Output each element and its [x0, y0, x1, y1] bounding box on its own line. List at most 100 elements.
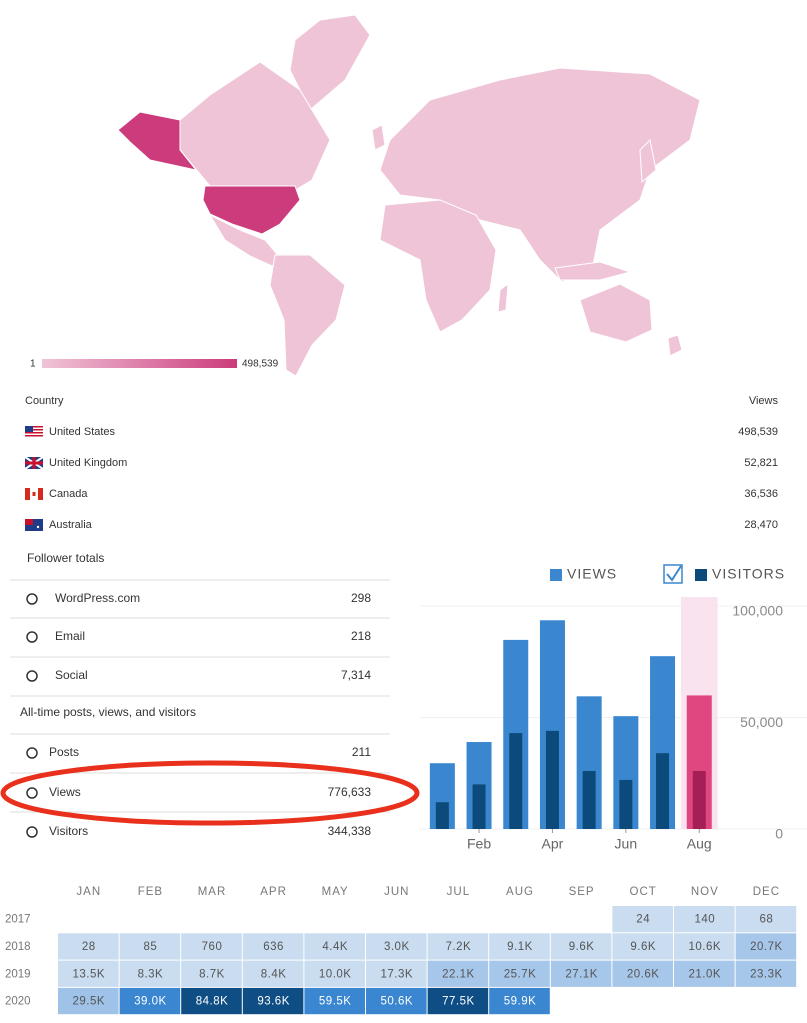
row-icon — [26, 593, 38, 605]
month-label: MAY — [322, 886, 349, 898]
country-name: Canada — [49, 488, 88, 500]
country-views: 498,539 — [738, 426, 778, 438]
legend-max: 498,539 — [242, 359, 279, 370]
heat-value: 10.0K — [319, 968, 352, 980]
country-views: 52,821 — [744, 457, 778, 469]
country-name: United States — [49, 426, 116, 438]
country-views: 36,536 — [744, 488, 778, 500]
row-value: 776,633 — [328, 785, 372, 799]
month-label: FEB — [138, 886, 163, 898]
heat-cell — [427, 933, 489, 960]
world-map — [117, 14, 701, 377]
heat-cell — [489, 987, 550, 1015]
header-views: Views — [749, 395, 779, 407]
visitors-bar[interactable] — [435, 802, 449, 829]
visitors-bar[interactable] — [619, 779, 633, 829]
heat-cell — [735, 960, 797, 987]
africa — [379, 199, 497, 333]
heat-cell — [242, 933, 304, 960]
heat-cell — [550, 933, 612, 960]
heat-cell — [119, 933, 181, 960]
heat-value: 13.5K — [73, 968, 106, 980]
heat-value: 7.2K — [446, 941, 472, 953]
row-icon — [26, 787, 38, 799]
heat-value: 3.0K — [384, 941, 410, 953]
heat-cell — [612, 960, 673, 987]
row-label: Visitors — [49, 824, 88, 838]
heat-value: 28 — [82, 941, 96, 953]
header-country: Country — [25, 395, 64, 407]
heat-value: 636 — [263, 941, 284, 953]
month-label: DEC — [753, 886, 780, 898]
month-label: MAR — [198, 886, 227, 898]
row-value: 344,338 — [328, 824, 372, 838]
legend-swatch — [695, 569, 707, 581]
heat-cell — [489, 933, 550, 960]
heat-value: 21.0K — [689, 968, 722, 980]
flag — [25, 426, 43, 428]
section-title: Follower totals — [27, 551, 104, 565]
greenland — [289, 14, 371, 111]
month-label: JUL — [447, 886, 470, 898]
heat-value: 8.3K — [138, 968, 164, 980]
visitors-bar[interactable] — [545, 730, 559, 829]
heat-value: 23.3K — [750, 968, 783, 980]
heat-cell — [304, 960, 365, 987]
heat-value: 20.6K — [627, 968, 660, 980]
heat-value: 9.6K — [630, 941, 656, 953]
heat-cell — [366, 933, 427, 960]
y-tick-label: 100,000 — [732, 603, 783, 619]
heat-cell — [119, 960, 181, 987]
y-tick-label: 50,000 — [740, 714, 783, 730]
legend-min: 1 — [30, 359, 36, 370]
row-value[interactable]: 298 — [351, 591, 371, 605]
heat-value: 9.6K — [569, 941, 595, 953]
heat-cell — [427, 987, 489, 1015]
heat-value: 25.7K — [504, 968, 537, 980]
month-label: APR — [260, 886, 287, 898]
x-tick-label: Jun — [615, 836, 638, 852]
x-tick-label: Aug — [687, 836, 712, 852]
visitors-bar[interactable] — [692, 771, 706, 829]
japan — [639, 138, 657, 184]
heat-cell — [674, 960, 735, 987]
heat-cell — [674, 906, 735, 933]
heat-value: 84.8K — [196, 996, 229, 1008]
uk — [371, 124, 386, 151]
flag — [25, 429, 43, 431]
heat-value: 20.7K — [750, 941, 783, 953]
visitors-bar[interactable] — [472, 784, 486, 829]
flag — [38, 488, 43, 500]
heat-value: 93.6K — [257, 996, 290, 1008]
legend-label: VIEWS — [567, 566, 617, 582]
visitors-bar[interactable] — [509, 733, 523, 829]
heat-value: 50.6K — [381, 996, 414, 1008]
month-label: JAN — [76, 886, 101, 898]
year-label: 2018 — [5, 941, 31, 953]
alaska — [117, 111, 198, 171]
heat-value: 760 — [202, 941, 223, 953]
madagascar — [497, 282, 509, 313]
row-value[interactable]: 218 — [351, 629, 371, 643]
legend-label: VISITORS — [712, 566, 785, 582]
x-tick-label: Apr — [542, 836, 564, 852]
visitors-bar[interactable] — [582, 771, 596, 829]
heat-cell — [181, 960, 242, 987]
row-icon — [26, 747, 38, 759]
heat-cell — [489, 960, 550, 987]
month-label: NOV — [691, 886, 719, 898]
monthly-heatmap: JAN FEB MAR APR MAY JUN JUL AUG SEP OCT NOV DEC 2017… — [5, 886, 797, 1015]
x-tick-label: Feb — [467, 836, 491, 852]
visitors-bar[interactable] — [656, 753, 670, 829]
indonesia — [554, 261, 632, 281]
heat-cell — [674, 933, 735, 960]
row-label: Email — [55, 629, 85, 643]
visitors-checkbox[interactable] — [663, 564, 683, 584]
month-label: OCT — [630, 886, 657, 898]
row-label: Views — [49, 785, 81, 799]
flag — [25, 519, 33, 525]
month-label: SEP — [569, 886, 595, 898]
row-icon — [26, 670, 38, 682]
checkmark — [666, 565, 682, 582]
